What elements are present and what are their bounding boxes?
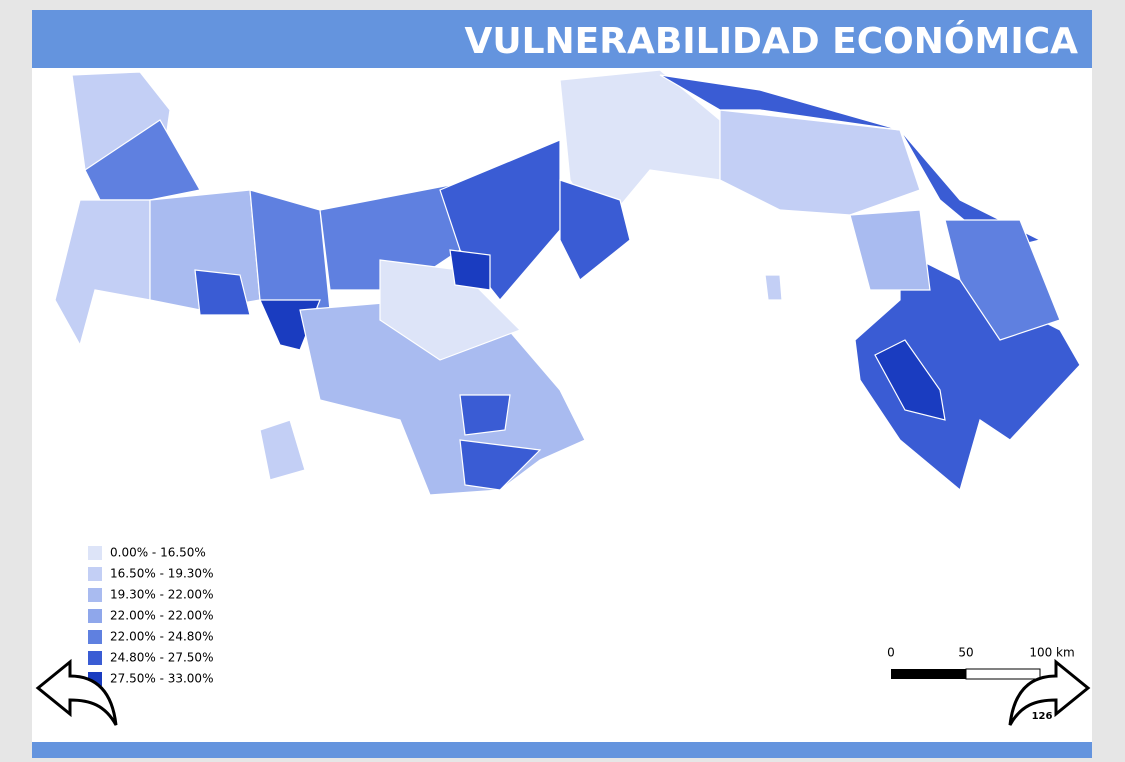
- region: [84, 119, 201, 201]
- region: [849, 209, 931, 291]
- scale-segment: [965, 668, 1041, 680]
- legend-label: 0.00% - 16.50%: [110, 546, 206, 560]
- region: [559, 179, 631, 281]
- region: [449, 249, 491, 291]
- legend-swatch: [88, 567, 102, 581]
- region: [379, 259, 522, 361]
- legend-label: 27.50% - 33.00%: [110, 672, 213, 686]
- legend-swatch: [88, 630, 102, 644]
- legend-label: 24.80% - 27.50%: [110, 651, 213, 665]
- legend-swatch: [88, 588, 102, 602]
- region: [854, 249, 1081, 492]
- island: [764, 274, 783, 301]
- legend-label: 22.00% - 24.80%: [110, 630, 213, 644]
- scale-label: 100 km: [1029, 646, 1074, 660]
- back-arrow[interactable]: [35, 658, 118, 726]
- legend-label: 22.00% - 22.00%: [110, 609, 213, 623]
- next-arrow[interactable]: [1008, 658, 1091, 726]
- region: [459, 394, 511, 436]
- scale-segment: [891, 669, 966, 679]
- region: [874, 339, 946, 421]
- scale-label: 50: [958, 646, 973, 660]
- legend-swatch: [88, 546, 102, 560]
- page-number: 126: [1032, 711, 1053, 722]
- scale-bar: 0 50 100 km: [887, 646, 1075, 680]
- region: [459, 439, 542, 491]
- title: VULNERABILIDAD ECONÓMICA: [464, 20, 1078, 62]
- legend-label: 16.50% - 19.30%: [110, 567, 213, 581]
- legend-label: 19.30% - 22.00%: [110, 588, 213, 602]
- legend-swatch: [88, 609, 102, 623]
- footer-bar: [32, 742, 1092, 758]
- legend-swatch: [88, 651, 102, 665]
- region: [944, 219, 1061, 341]
- map: [54, 69, 1081, 496]
- header-bar: [32, 10, 1092, 68]
- island: [259, 419, 306, 481]
- legend: 0.00% - 16.50% 16.50% - 19.30% 19.30% - 22…: [88, 546, 213, 686]
- region: [194, 269, 251, 316]
- scale-label: 0: [887, 646, 895, 660]
